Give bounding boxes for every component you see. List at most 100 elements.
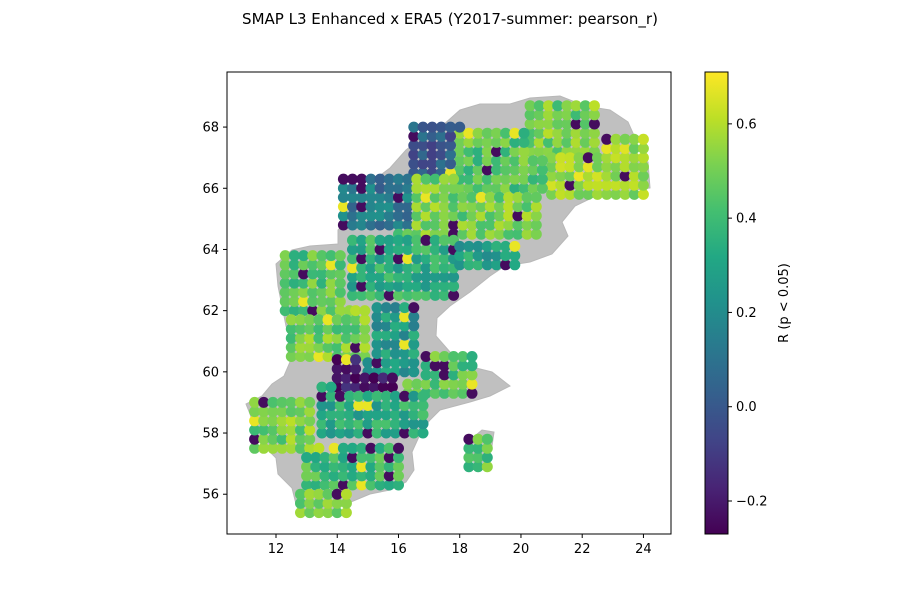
data-point bbox=[310, 452, 322, 463]
data-point bbox=[527, 182, 539, 194]
data-point bbox=[503, 201, 515, 213]
data-point bbox=[380, 329, 392, 341]
data-point bbox=[365, 280, 377, 292]
data-point bbox=[564, 161, 576, 173]
data-point bbox=[331, 354, 343, 366]
data-point bbox=[637, 161, 649, 173]
data-point bbox=[610, 152, 622, 164]
data-point bbox=[340, 507, 352, 519]
data-point bbox=[408, 139, 420, 151]
data-point bbox=[350, 363, 362, 375]
data-point bbox=[448, 182, 460, 194]
data-point bbox=[448, 210, 460, 222]
data-point bbox=[481, 146, 493, 157]
data-point bbox=[494, 219, 505, 231]
data-point bbox=[429, 173, 441, 185]
data-point bbox=[313, 332, 325, 344]
data-point bbox=[383, 244, 395, 255]
data-point bbox=[448, 351, 460, 362]
data-point bbox=[276, 415, 288, 427]
data-point bbox=[313, 323, 325, 335]
data-point bbox=[393, 219, 404, 231]
colorbar bbox=[704, 71, 729, 535]
data-point bbox=[322, 332, 334, 344]
data-point bbox=[399, 400, 411, 411]
data-point bbox=[383, 442, 395, 454]
data-point bbox=[304, 507, 316, 519]
colorbar-label: R (p < 0.05) bbox=[777, 263, 792, 343]
data-point bbox=[383, 191, 395, 203]
data-point bbox=[249, 442, 261, 454]
data-point bbox=[356, 244, 368, 255]
data-point bbox=[509, 164, 521, 176]
data-point bbox=[389, 390, 401, 402]
x-tick-label: 18 bbox=[451, 542, 468, 557]
data-point bbox=[429, 191, 441, 203]
data-point bbox=[543, 127, 554, 139]
data-point bbox=[494, 228, 505, 240]
data-point bbox=[509, 250, 521, 262]
data-point bbox=[313, 341, 325, 353]
data-point bbox=[533, 127, 545, 139]
data-point bbox=[279, 277, 291, 289]
data-point bbox=[402, 378, 414, 390]
data-point bbox=[484, 201, 496, 213]
data-point bbox=[249, 415, 261, 427]
data-point bbox=[337, 201, 349, 213]
data-point bbox=[457, 369, 469, 381]
data-point bbox=[331, 372, 343, 384]
data-point bbox=[417, 121, 429, 133]
data-point bbox=[420, 234, 432, 246]
data-point bbox=[417, 427, 429, 439]
data-point bbox=[573, 161, 585, 173]
data-point bbox=[316, 409, 328, 421]
data-point bbox=[417, 139, 429, 151]
data-point bbox=[322, 497, 334, 509]
data-point bbox=[533, 136, 545, 148]
data-point bbox=[481, 173, 493, 185]
data-point bbox=[389, 357, 401, 369]
data-point bbox=[331, 332, 343, 344]
data-point bbox=[518, 136, 530, 148]
data-point bbox=[374, 253, 386, 265]
data-point bbox=[530, 201, 542, 213]
data-point bbox=[377, 381, 389, 393]
data-point bbox=[325, 286, 337, 298]
data-point bbox=[380, 311, 392, 323]
data-point bbox=[331, 507, 343, 519]
data-point bbox=[393, 234, 404, 246]
data-point bbox=[365, 253, 377, 265]
data-point bbox=[561, 109, 573, 121]
data-point bbox=[610, 170, 622, 182]
data-point bbox=[295, 497, 306, 509]
data-point bbox=[426, 121, 438, 133]
data-point bbox=[408, 329, 420, 341]
colorbar-tick-label: 0.0 bbox=[736, 400, 757, 415]
data-point bbox=[340, 354, 352, 366]
data-point bbox=[362, 400, 374, 411]
data-point bbox=[637, 179, 649, 191]
data-point bbox=[313, 497, 325, 509]
data-point bbox=[356, 479, 368, 491]
data-point bbox=[347, 244, 358, 255]
data-point bbox=[380, 338, 392, 350]
data-point bbox=[570, 109, 582, 121]
data-point bbox=[365, 442, 377, 454]
data-point bbox=[356, 262, 368, 274]
data-point bbox=[463, 136, 475, 148]
data-point bbox=[555, 179, 567, 191]
data-point bbox=[298, 305, 310, 317]
data-point bbox=[500, 155, 512, 167]
data-point bbox=[353, 427, 365, 439]
data-point bbox=[619, 170, 631, 182]
data-point bbox=[552, 109, 564, 121]
data-point bbox=[313, 442, 325, 454]
data-point bbox=[356, 173, 368, 185]
data-point bbox=[383, 173, 395, 185]
data-point bbox=[331, 314, 343, 326]
data-point bbox=[512, 210, 524, 222]
data-point bbox=[466, 360, 478, 372]
data-point bbox=[393, 191, 404, 203]
data-point bbox=[524, 118, 536, 130]
data-point bbox=[288, 250, 300, 262]
